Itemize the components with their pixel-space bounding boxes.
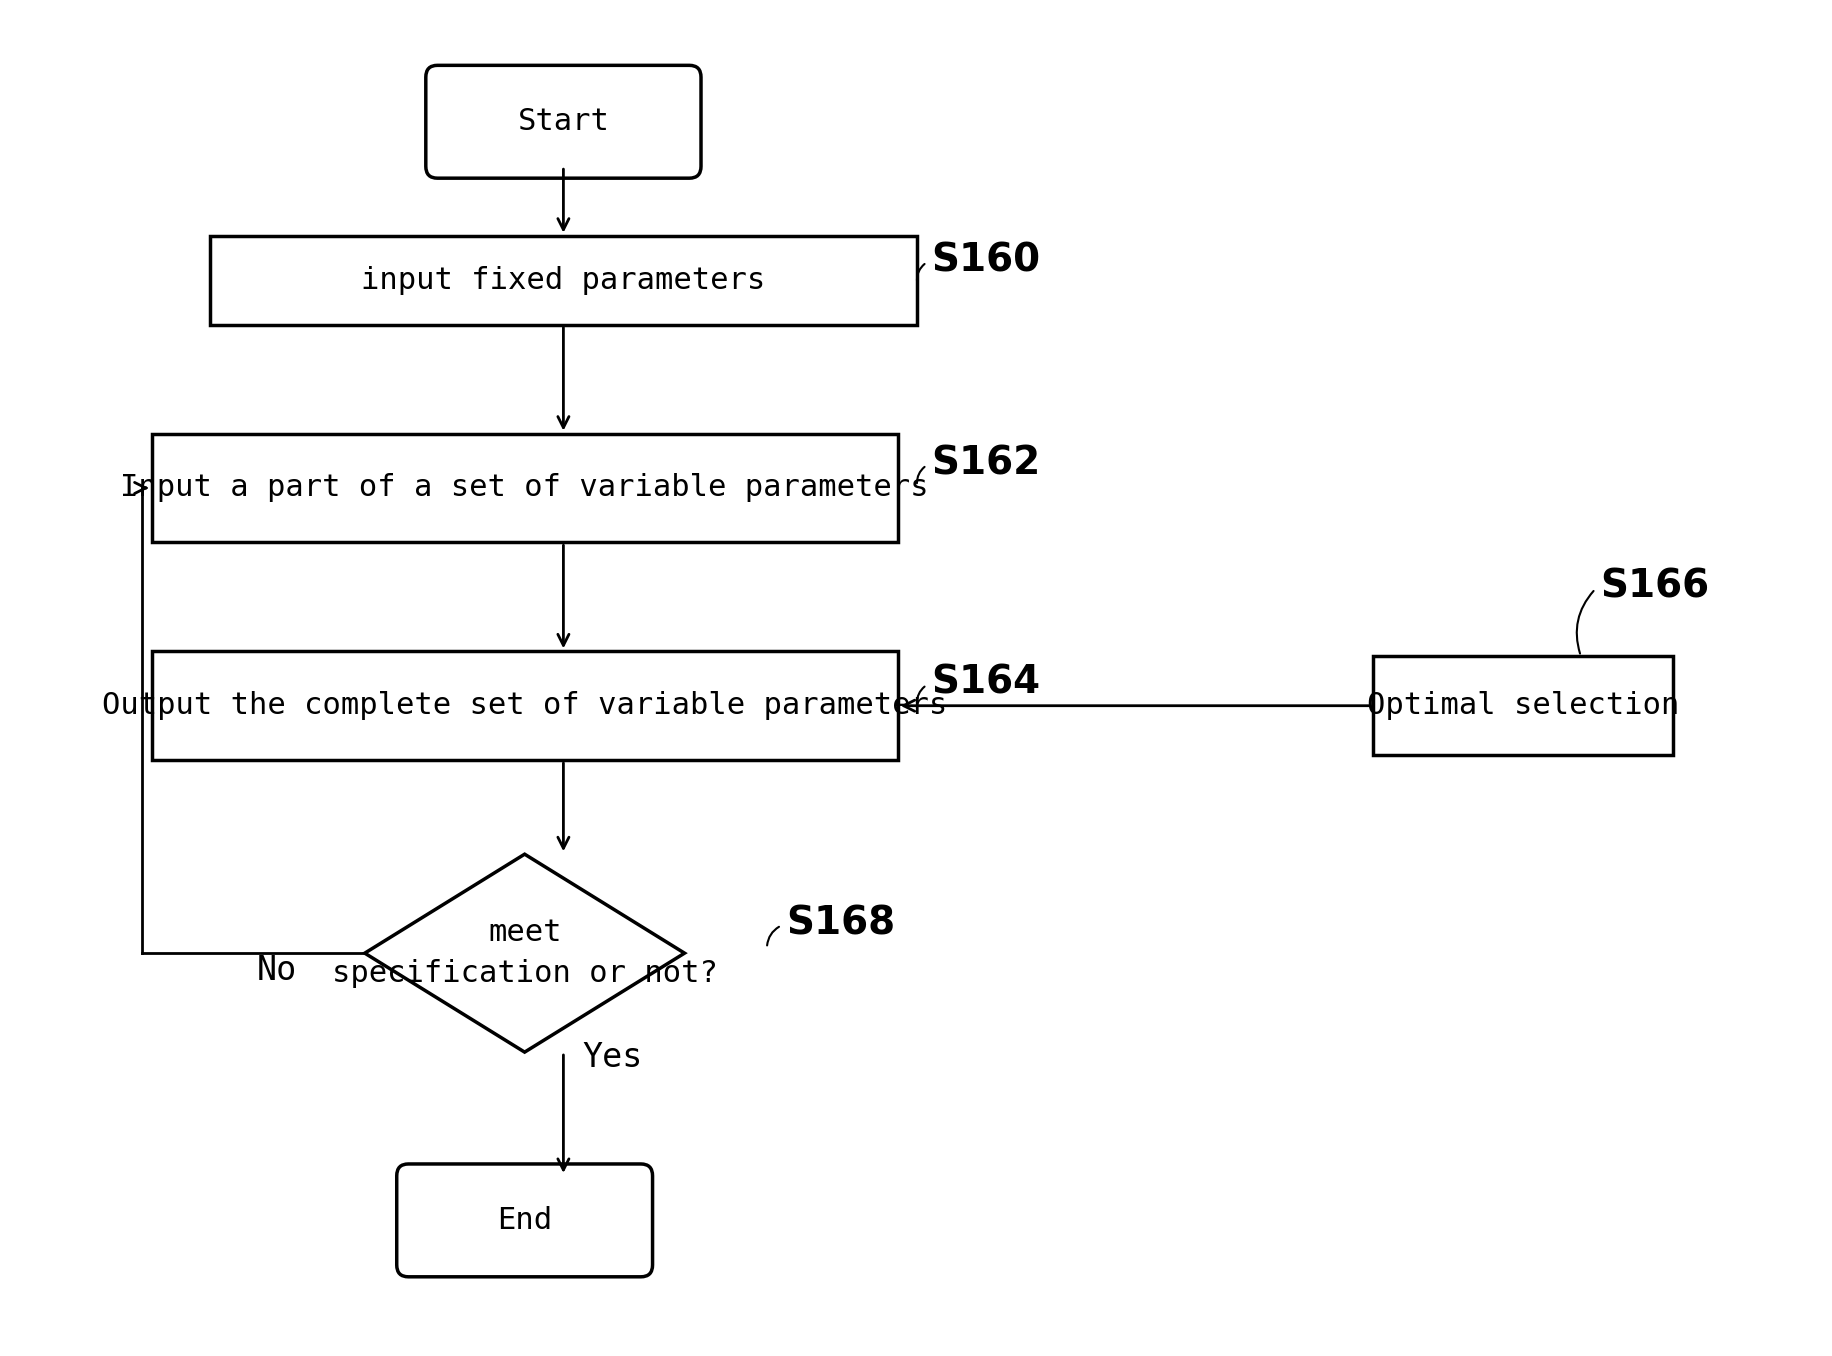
Text: S168: S168 — [786, 904, 894, 942]
Text: No: No — [256, 955, 297, 987]
Text: Output the complete set of variable parameters: Output the complete set of variable para… — [103, 692, 947, 720]
Text: Optimal selection: Optimal selection — [1367, 692, 1678, 720]
Bar — [152, 651, 898, 761]
Text: End: End — [496, 1205, 551, 1235]
FancyBboxPatch shape — [396, 1163, 652, 1277]
FancyBboxPatch shape — [425, 65, 700, 178]
Polygon shape — [365, 854, 683, 1052]
Bar — [1372, 656, 1673, 755]
Text: input fixed parameters: input fixed parameters — [361, 266, 766, 294]
Bar — [152, 434, 898, 542]
Text: S162: S162 — [931, 445, 1041, 483]
Text: S166: S166 — [1599, 568, 1709, 606]
Text: meet
specification or not?: meet specification or not? — [332, 918, 716, 989]
Bar — [209, 236, 916, 324]
Text: Start: Start — [517, 107, 608, 136]
Text: S160: S160 — [931, 241, 1041, 279]
Text: Yes: Yes — [583, 1040, 643, 1074]
Text: Input a part of a set of variable parameters: Input a part of a set of variable parame… — [121, 473, 929, 503]
Text: S164: S164 — [931, 664, 1041, 702]
